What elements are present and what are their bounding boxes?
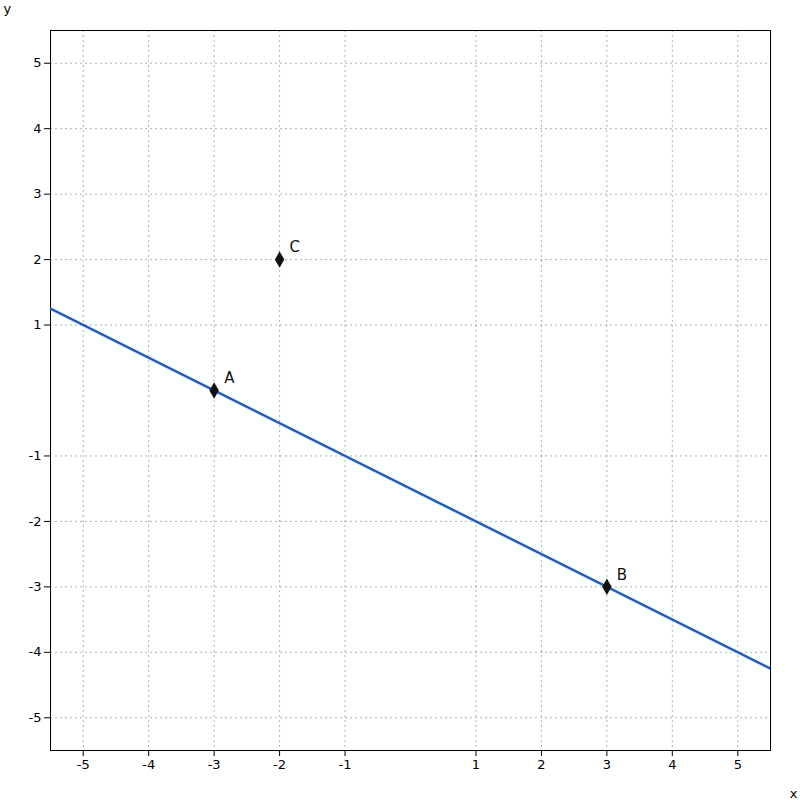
svg-text:1: 1 [472, 757, 480, 772]
svg-text:5: 5 [734, 757, 742, 772]
svg-text:-5: -5 [29, 710, 42, 725]
svg-text:5: 5 [33, 55, 41, 70]
svg-text:2: 2 [33, 252, 41, 267]
svg-text:-1: -1 [29, 448, 42, 463]
svg-text:-2: -2 [29, 514, 42, 529]
svg-text:-5: -5 [77, 757, 90, 772]
svg-text:y: y [4, 1, 12, 16]
svg-text:C: C [290, 238, 300, 256]
svg-text:3: 3 [603, 757, 611, 772]
svg-text:-3: -3 [208, 757, 221, 772]
svg-text:B: B [617, 566, 627, 584]
svg-text:-3: -3 [29, 579, 42, 594]
svg-text:-2: -2 [273, 757, 286, 772]
svg-text:A: A [224, 369, 235, 387]
svg-text:4: 4 [668, 757, 676, 772]
svg-text:1: 1 [33, 317, 41, 332]
svg-text:3: 3 [33, 186, 41, 201]
svg-text:x: x [790, 786, 798, 800]
svg-text:-4: -4 [29, 644, 42, 659]
svg-text:-4: -4 [142, 757, 155, 772]
svg-text:4: 4 [33, 121, 41, 136]
svg-text:2: 2 [537, 757, 545, 772]
svg-text:-1: -1 [339, 757, 352, 772]
